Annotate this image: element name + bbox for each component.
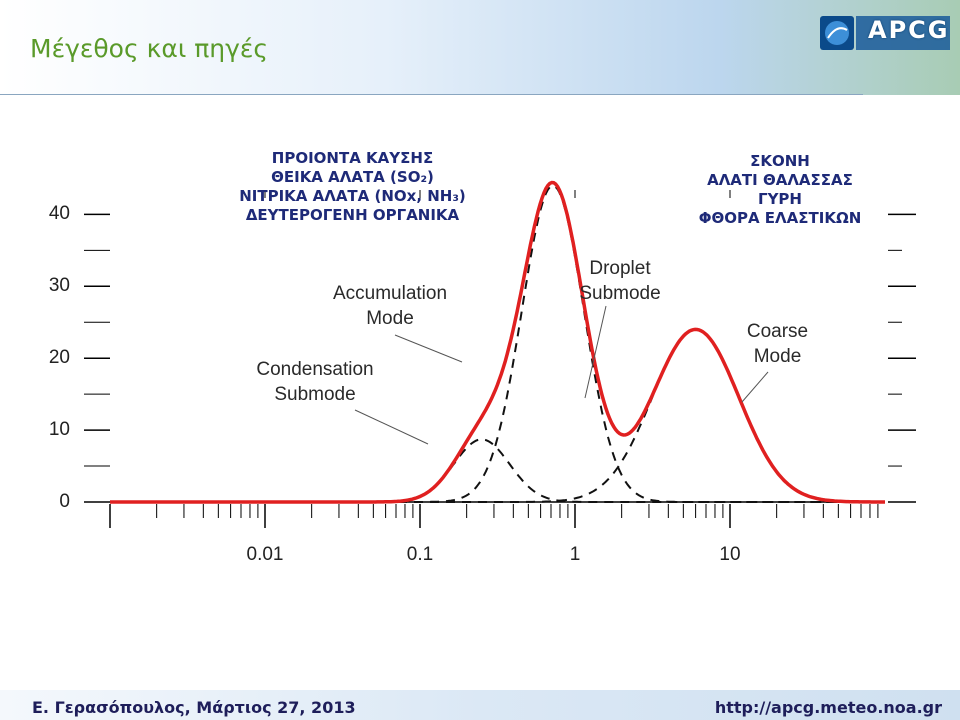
fine-sources-block: ΠΡΟΙΟΝΤΑ ΚΑΥΣΗΣ ΘΕΙΚΑ ΑΛΑΤΑ (SO₂) ΝΙΤΡΙΚ… [215,149,490,225]
coarse-source-2: ΑΛΑΤΙ ΘΑΛΑΣΣΑΣ [707,171,853,189]
fine-source-3: ΝΙΤΡΙΚΑ ΑΛΑΤΑ (NOx, NH₃) [239,187,466,205]
coarse-source-4: ΦΘΟΡΑ ΕΛΑΣΤΙΚΩΝ [698,209,862,227]
y-tick-label: 0 [59,491,70,512]
header-band [0,0,960,95]
footer-url[interactable]: http://apcg.meteo.noa.gr [714,698,942,717]
apcg-logo-icon [820,16,950,50]
coarse-label-line1: Coarse [746,321,809,342]
condensation-submode-label: Condensation Submode [240,357,390,407]
coarse-sources-block: ΣΚΟΝΗ ΑΛΑΤΙ ΘΑΛΑΣΣΑΣ ΓΥΡΗ ΦΘΟΡΑ ΕΛΑΣΤΙΚΩ… [670,152,890,228]
droplet-label-line1: Droplet [589,258,651,279]
accumulation-label-line2: Mode [366,308,414,329]
condensation-label-line2: Submode [274,384,356,405]
condensation-mode-curve [110,438,885,503]
y-tick-label: 20 [48,347,70,369]
x-tick-label: 1 [569,544,581,565]
fine-source-4: ΔΕΥΤΕΡΟΓΕΝΗ ΟΡΓΑΝΙΚΑ [245,206,460,224]
y-tick-label: 10 [48,419,70,441]
x-tick-label: 10 [719,544,741,565]
x-tick-label: 0.1 [406,544,434,565]
coarse-source-1: ΣΚΟΝΗ [750,152,810,170]
y-tick-label: 30 [48,275,70,297]
condensation-leader-line [354,409,429,445]
footer-band [0,690,960,720]
condensation-label-line1: Condensation [256,359,374,380]
coarse-leader-line [741,371,769,403]
y-tick-label: 40 [48,203,70,225]
x-tick-label: 0.01 [246,544,284,565]
coarse-mode-label: Coarse Mode [720,319,835,369]
coarse-source-3: ΓΥΡΗ [758,190,802,208]
fine-source-2: ΘΕΙΚΑ ΑΛΑΤΑ (SO₂) [271,168,434,186]
accumulation-mode-label: Accumulation Mode [315,281,465,331]
coarse-label-line2: Mode [753,346,802,367]
fine-source-1: ΠΡΟΙΟΝΤΑ ΚΑΥΣΗΣ [271,149,434,167]
droplet-label-line2: Submode [579,283,661,304]
page-title: Μέγεθος και πηγές [30,34,269,63]
footer-author-date: Ε. Γερασόπουλος, Μάρτιος 27, 2013 [32,698,356,717]
droplet-submode-label: Droplet Submode [560,256,680,306]
logo-text: APCG [868,16,950,44]
plot-background [0,95,960,690]
title-divider [0,94,863,95]
total-distribution-curve [110,180,885,504]
accumulation-label-line1: Accumulation [332,283,448,304]
droplet-leader-line [584,305,607,399]
accumulation-leader-line [394,334,463,363]
